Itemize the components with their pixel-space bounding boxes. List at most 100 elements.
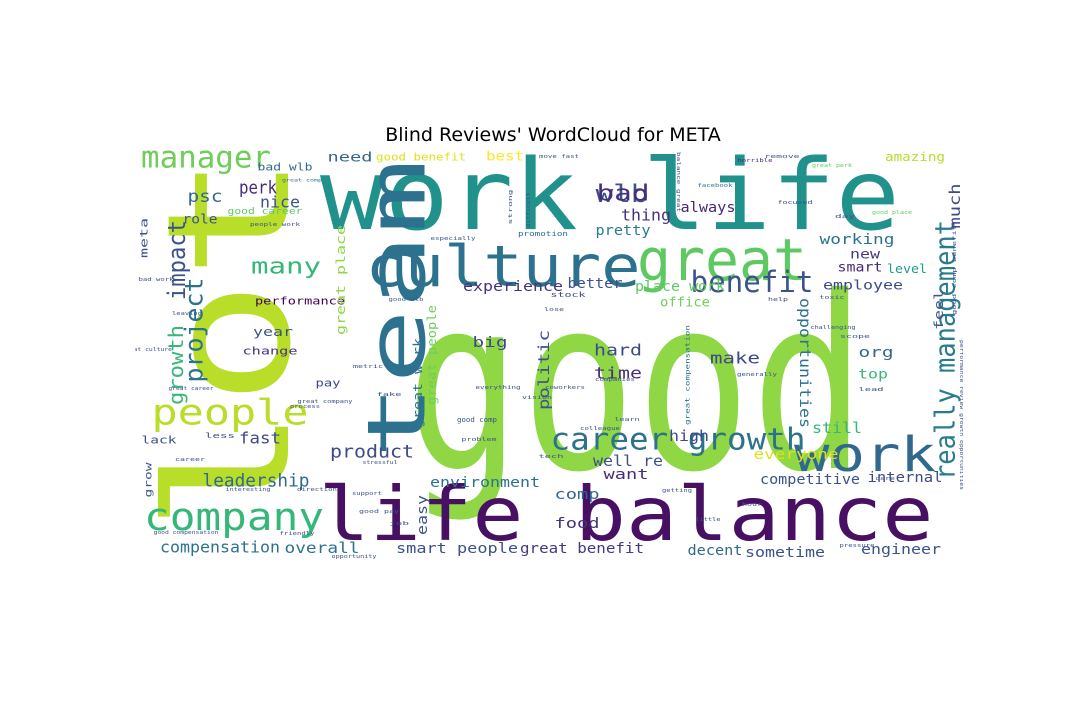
word-thing: thing bbox=[621, 206, 671, 225]
word-stock: stock bbox=[551, 291, 587, 299]
word-grow: grow bbox=[144, 461, 155, 497]
word-people-work: people work bbox=[250, 222, 300, 228]
word-feel: feel bbox=[932, 290, 946, 330]
word-good-pay: good pay bbox=[359, 509, 399, 515]
word-company: company bbox=[144, 495, 324, 539]
word-fast: fast bbox=[239, 429, 281, 448]
word-coworkers: coworkers bbox=[545, 385, 585, 391]
word-lot: lot bbox=[135, 153, 329, 533]
word-great-company: great company bbox=[298, 399, 353, 405]
word-little: little bbox=[696, 517, 721, 523]
word-friendly: friendly bbox=[280, 531, 315, 537]
word-direction: direction bbox=[297, 487, 337, 493]
word-perk: perk bbox=[239, 178, 277, 199]
word-amazing: amazing bbox=[885, 150, 945, 164]
word-lose: lose bbox=[544, 307, 564, 313]
word-day: day bbox=[835, 214, 855, 220]
word-better: better bbox=[568, 276, 623, 292]
word-generally: generally bbox=[737, 372, 777, 378]
word-great-career: great career bbox=[169, 386, 214, 392]
word-especially: especially bbox=[431, 236, 476, 242]
word-great-culture: great culture bbox=[135, 347, 172, 353]
word-career-growth: career growth bbox=[551, 423, 806, 458]
word-process: process bbox=[290, 404, 320, 410]
word-work-life: work life bbox=[320, 150, 900, 253]
word-care: care bbox=[875, 476, 895, 482]
word-opportunity: opportunity bbox=[332, 554, 377, 560]
word-great-people: great people bbox=[425, 305, 439, 405]
word-remove: remove bbox=[765, 154, 800, 160]
chart-title: Blind Reviews' WordCloud for META bbox=[385, 124, 721, 146]
word-horrible: horrible bbox=[738, 158, 773, 164]
word-promotion: promotion bbox=[518, 230, 568, 238]
word-facebook: facebook bbox=[698, 183, 733, 189]
word-challenging: challenging bbox=[811, 325, 856, 331]
word-great-comp: great comp bbox=[282, 178, 323, 183]
word-smart-people: smart people bbox=[396, 541, 518, 557]
word-big: big bbox=[473, 335, 508, 351]
word-hard: hard bbox=[594, 341, 642, 360]
word-level: level bbox=[887, 262, 927, 276]
word-many: many bbox=[251, 255, 321, 280]
word-new: new bbox=[850, 248, 880, 263]
word-pay: pay bbox=[316, 377, 341, 390]
word-pressure: pressure bbox=[840, 543, 875, 549]
word-everyone: everyone bbox=[754, 447, 839, 463]
word-working: working bbox=[820, 232, 895, 248]
word-employee: employee bbox=[823, 279, 903, 294]
word-much: much bbox=[946, 184, 963, 229]
word-great-compensation: great compensation bbox=[685, 324, 692, 425]
word-well-re: well re bbox=[593, 452, 663, 470]
word-manager: manager bbox=[141, 150, 271, 176]
word-hour: hour bbox=[742, 502, 762, 508]
word-org: org bbox=[859, 345, 894, 361]
word-office: office bbox=[660, 296, 710, 311]
word-really-management: really management bbox=[929, 220, 962, 480]
word-good-benefit: good benefit bbox=[376, 151, 466, 164]
word-nice: nice bbox=[260, 193, 300, 212]
word-help: help bbox=[768, 297, 788, 303]
word-companies: companies bbox=[595, 377, 635, 383]
word-learn: learn bbox=[615, 417, 640, 423]
word-good-compensation: good compensation bbox=[154, 530, 219, 536]
word-impact: impact bbox=[163, 220, 191, 300]
word-less: less bbox=[205, 432, 235, 440]
word-high: high bbox=[669, 427, 709, 445]
word-place-work: place work bbox=[635, 279, 726, 295]
word-comp: comp bbox=[555, 487, 600, 503]
word-sometime: sometime bbox=[745, 545, 825, 561]
word-wlb: wlb bbox=[596, 180, 649, 208]
word-job: job bbox=[389, 521, 409, 527]
word-support: support bbox=[352, 491, 382, 497]
word-lead: lead bbox=[859, 387, 884, 393]
word-difficult: difficult bbox=[526, 193, 532, 228]
word-bad-work: bad work bbox=[139, 277, 174, 283]
word-opportunities: opportunities bbox=[796, 298, 814, 428]
word-good: good bbox=[406, 245, 866, 525]
word-meta: meta bbox=[138, 218, 151, 258]
word-problem: problem bbox=[462, 437, 497, 443]
word-great-benefit: great benefit bbox=[520, 541, 644, 557]
word-fake: fake bbox=[377, 392, 402, 398]
word-people: people bbox=[152, 393, 309, 434]
word-team: team bbox=[351, 159, 444, 459]
word-lack: lack bbox=[142, 434, 177, 447]
word-engineer: engineer bbox=[861, 542, 941, 558]
word-stressful: stressful bbox=[363, 460, 398, 466]
word-product: product bbox=[330, 442, 414, 463]
word-life-balance: life balance bbox=[319, 470, 934, 558]
word-great: great bbox=[637, 226, 807, 294]
word-decent: decent bbox=[688, 543, 743, 559]
word-politic: politic bbox=[535, 330, 553, 410]
word-leadership: leadership bbox=[203, 471, 310, 492]
word-overall: overall bbox=[285, 539, 360, 557]
word-environment: environment bbox=[430, 475, 540, 491]
word-performance: performance bbox=[255, 295, 345, 308]
word-culture: culture bbox=[366, 234, 641, 300]
word-good-career: good career bbox=[228, 207, 304, 217]
word-always: always bbox=[681, 200, 736, 216]
word-experience: experience bbox=[463, 279, 563, 295]
word-vision: vision bbox=[522, 395, 552, 401]
word-smart: smart bbox=[838, 261, 883, 276]
word-pretty: pretty bbox=[596, 223, 651, 239]
